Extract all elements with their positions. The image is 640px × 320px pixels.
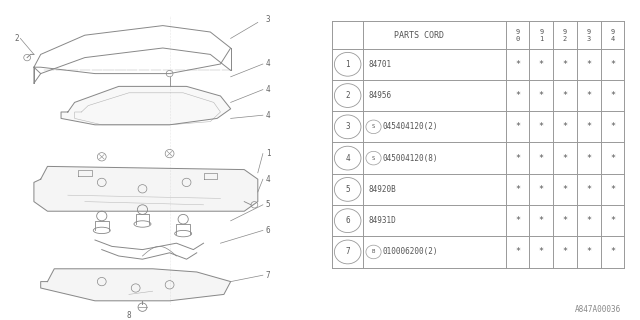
Text: 010006200(2): 010006200(2) bbox=[383, 247, 438, 256]
Text: *: * bbox=[515, 91, 520, 100]
Text: *: * bbox=[586, 216, 591, 225]
Text: *: * bbox=[515, 154, 520, 163]
Text: *: * bbox=[515, 122, 520, 131]
Text: *: * bbox=[586, 185, 591, 194]
Text: *: * bbox=[539, 185, 544, 194]
Text: *: * bbox=[610, 247, 615, 256]
Text: *: * bbox=[539, 122, 544, 131]
Text: 9
3: 9 3 bbox=[587, 28, 591, 42]
Text: *: * bbox=[539, 60, 544, 69]
Text: B: B bbox=[372, 250, 375, 254]
Text: 8: 8 bbox=[127, 311, 131, 320]
Text: *: * bbox=[515, 247, 520, 256]
Text: *: * bbox=[610, 185, 615, 194]
Text: *: * bbox=[586, 60, 591, 69]
Text: 4: 4 bbox=[266, 60, 270, 68]
Text: 7: 7 bbox=[346, 247, 350, 256]
Text: *: * bbox=[515, 60, 520, 69]
Text: 6: 6 bbox=[266, 226, 270, 235]
Text: 6: 6 bbox=[346, 216, 350, 225]
Text: 4: 4 bbox=[266, 111, 270, 120]
Text: *: * bbox=[563, 216, 568, 225]
Text: *: * bbox=[539, 154, 544, 163]
Text: *: * bbox=[610, 216, 615, 225]
Text: *: * bbox=[563, 185, 568, 194]
Polygon shape bbox=[61, 86, 230, 125]
Text: S: S bbox=[372, 124, 375, 129]
Text: *: * bbox=[539, 216, 544, 225]
Text: 84956: 84956 bbox=[369, 91, 392, 100]
Text: 9
1: 9 1 bbox=[540, 28, 543, 42]
Polygon shape bbox=[41, 269, 230, 301]
Text: *: * bbox=[563, 60, 568, 69]
Text: 1: 1 bbox=[266, 149, 270, 158]
Text: *: * bbox=[610, 154, 615, 163]
Text: 84920B: 84920B bbox=[369, 185, 397, 194]
Text: 1: 1 bbox=[346, 60, 350, 69]
Text: 4: 4 bbox=[266, 175, 270, 184]
Text: 7: 7 bbox=[266, 271, 270, 280]
Text: *: * bbox=[563, 154, 568, 163]
Text: 84701: 84701 bbox=[369, 60, 392, 69]
Text: 9
4: 9 4 bbox=[611, 28, 614, 42]
Text: *: * bbox=[586, 122, 591, 131]
Text: 9
0: 9 0 bbox=[515, 28, 520, 42]
Text: 5: 5 bbox=[266, 200, 270, 209]
Text: 2: 2 bbox=[346, 91, 350, 100]
Text: *: * bbox=[586, 91, 591, 100]
Text: S: S bbox=[372, 156, 375, 161]
Text: *: * bbox=[563, 91, 568, 100]
Text: *: * bbox=[610, 122, 615, 131]
Text: *: * bbox=[586, 247, 591, 256]
Text: 84931D: 84931D bbox=[369, 216, 397, 225]
Text: A847A00036: A847A00036 bbox=[575, 305, 621, 314]
Text: 3: 3 bbox=[266, 15, 270, 24]
Text: *: * bbox=[515, 185, 520, 194]
Text: *: * bbox=[610, 91, 615, 100]
Text: *: * bbox=[563, 122, 568, 131]
Text: 9
2: 9 2 bbox=[563, 28, 567, 42]
Polygon shape bbox=[34, 166, 258, 211]
Text: *: * bbox=[539, 91, 544, 100]
Text: *: * bbox=[610, 60, 615, 69]
Text: 4: 4 bbox=[346, 154, 350, 163]
Text: PARTS CORD: PARTS CORD bbox=[394, 30, 444, 40]
Text: *: * bbox=[586, 154, 591, 163]
Text: 045404120(2): 045404120(2) bbox=[383, 122, 438, 131]
Text: *: * bbox=[539, 247, 544, 256]
Text: 045004120(8): 045004120(8) bbox=[383, 154, 438, 163]
Text: 5: 5 bbox=[346, 185, 350, 194]
Text: 4: 4 bbox=[266, 85, 270, 94]
Text: 3: 3 bbox=[346, 122, 350, 131]
Text: *: * bbox=[563, 247, 568, 256]
Text: *: * bbox=[515, 216, 520, 225]
Text: 2: 2 bbox=[15, 34, 19, 43]
